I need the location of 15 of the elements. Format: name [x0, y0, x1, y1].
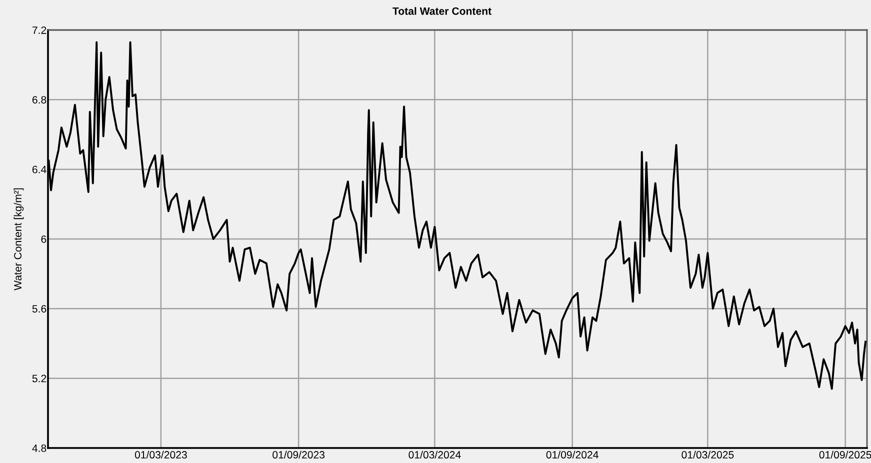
x-tick-label: 01/09/2024 — [546, 450, 598, 459]
x-tick-label: 01/09/2025 — [819, 450, 871, 459]
x-tick-label: 01/03/2023 — [134, 450, 187, 459]
y-tick-label: 4.8 — [32, 444, 46, 452]
y-tick-label: 5.2 — [32, 374, 46, 382]
x-tick-label: 01/03/2025 — [682, 450, 734, 459]
y-tick-label: 6.4 — [32, 166, 46, 174]
x-tick-label: 01/09/2023 — [272, 450, 325, 459]
x-tick-label: 01/03/2024 — [408, 450, 461, 459]
y-tick-label: 6.8 — [32, 96, 46, 104]
y-axis-title: Water Content [kg/m²] — [14, 188, 24, 290]
y-tick-label: 7.2 — [32, 26, 46, 34]
y-tick-label: 6 — [41, 235, 46, 243]
y-tick-label: 5.6 — [32, 305, 46, 313]
chart-title: Total Water Content — [392, 7, 492, 15]
